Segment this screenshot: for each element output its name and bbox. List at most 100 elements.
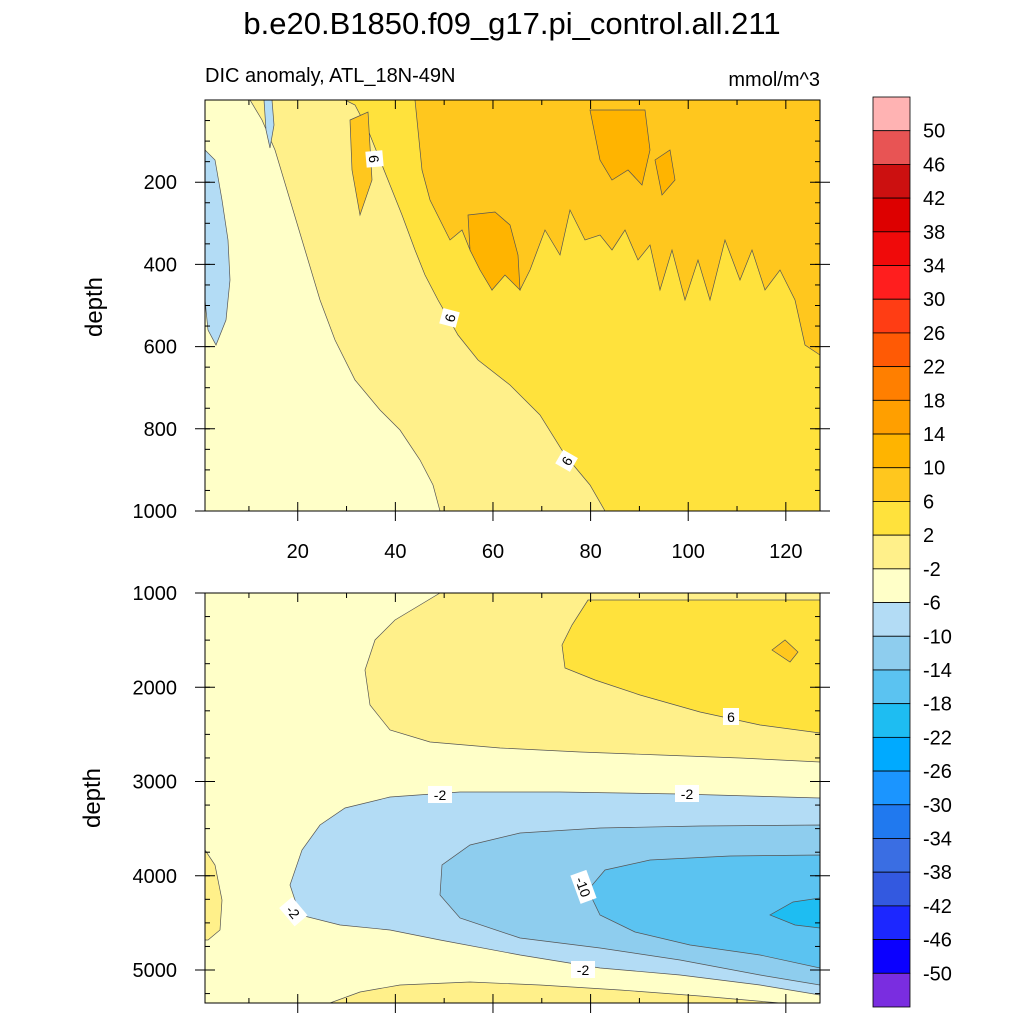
colorbar-swatch [872,838,911,873]
lower-panel-contours [205,593,820,1003]
colorbar-label: 26 [923,323,945,345]
lower-band-6-10 [561,599,820,734]
colorbar-swatch [872,736,911,772]
colorbar-swatch [872,703,911,738]
contour-labels: 6 6 6 6 -2 -2 -10 -2 [279,150,739,978]
colorbar-label: 46 [923,154,945,176]
colorbar-label: 14 [923,424,945,446]
contour-label-lower-1: 6 [727,709,735,725]
colorbar-label: 2 [923,525,934,547]
lower-band-6-10-blob [771,639,799,663]
ytick-label: 4000 [133,866,178,888]
lower-plot-frame [204,592,821,1004]
colorbar-swatch [872,905,911,940]
colorbar-label: -38 [923,862,952,884]
xtick-label: 120 [769,541,802,563]
upper-band-10-14 [414,100,820,356]
colorbar-label: 50 [923,121,945,143]
xtick-label: 100 [672,541,705,563]
lower-band-neg10-neg14 [587,854,820,969]
upper-ylabel: depth [81,277,108,337]
ytick-label: 5000 [133,960,178,982]
ytick-label: 600 [144,337,177,359]
upper-band-negative-b [263,100,275,149]
colorbar-label: 18 [923,390,945,412]
contour-label-lower-4: -10 [572,875,594,900]
colorbar-swatch [872,399,911,435]
colorbar-swatch [872,972,911,1008]
upper-band-14-18 [467,211,521,291]
lower-band-2-6-bottom [329,981,781,1003]
lower-band-neg14-neg18 [769,897,820,929]
lower-band-2-6-left [205,849,223,941]
ytick-label: 3000 [133,772,178,794]
colorbar-label: -2 [923,559,941,581]
colorbar-label: -30 [923,795,952,817]
colorbar-swatch [872,534,911,570]
colorbar-swatch [872,669,911,705]
units-label: mmol/m^3 [728,69,820,91]
upper-band-14-18-c [654,149,676,196]
colorbar-label: 6 [923,491,934,513]
colorbar-label: 38 [923,222,945,244]
contour-label-upper-2: 6 [441,312,459,324]
upper-band-14-18-b [589,109,651,186]
colorbar-swatch [872,265,911,300]
colorbar-label: 34 [923,256,945,278]
chart-title: b.e20.B1850.f09_g17.pi_control.all.211 [243,6,781,41]
ytick-label: 2000 [133,677,178,699]
xtick-label: 80 [579,541,601,563]
colorbar-swatch [872,602,911,637]
ytick-label: 1000 [133,583,178,605]
colorbar-label: 22 [923,357,945,379]
xtick-label: 20 [287,541,309,563]
colorbar-swatch [872,164,911,199]
colorbar-label: -34 [923,828,952,850]
contour-label-lower-3: -2 [681,786,694,802]
colorbar-swatch [872,804,911,839]
colorbar-swatch [872,635,911,671]
colorbar-label: -46 [923,930,952,952]
colorbar-swatch [872,298,911,334]
contour-label-upper-1: 6 [366,154,383,163]
colorbar-label: -42 [923,896,952,918]
colorbar-label: -26 [923,761,952,783]
colorbar-label: -14 [923,660,952,682]
colorbar-label: 10 [923,458,945,480]
colorbar-label: -18 [923,694,952,716]
upper-panel-contours [205,100,820,511]
colorbar-swatch [872,568,911,603]
upper-band-10-14-blob [349,111,373,217]
colorbar-swatch [872,332,911,368]
colorbar-swatch [872,871,911,907]
colorbar-swatch [872,501,911,536]
colorbar-swatch [872,231,911,266]
colorbar-label: -22 [923,727,952,749]
colorbar-swatch [872,96,911,132]
xtick-label: 40 [384,541,406,563]
ytick-label: 400 [144,254,177,276]
colorbar-swatch [872,130,911,165]
axes-group: 20 40 60 80 100 120 200 400 600 800 1000 1000 2000 30… [133,99,830,1013]
colorbar-swatch [872,197,911,233]
contour-label-lower-2: -2 [434,787,447,803]
colorbar: 50 46 42 38 34 30 26 22 18 14 10 6 2 -2 -6 -10 -14 -18 -22… [872,96,952,1008]
ytick-label: 1000 [133,501,178,523]
colorbar-swatch [872,366,911,401]
colorbar-label: 42 [923,188,945,210]
colorbar-label: 30 [923,289,945,311]
ytick-label: 200 [144,172,177,194]
ytick-label: 800 [144,419,177,441]
colorbar-label: -10 [923,626,952,648]
xtick-label: 60 [482,541,504,563]
colorbar-swatch [872,433,911,469]
upper-band-negative [205,149,231,346]
colorbar-label: -6 [923,593,941,615]
contour-label-lower-6: -2 [577,962,590,978]
colorbar-label: -50 [923,963,952,985]
chart-subtitle: DIC anomaly, ATL_18N-49N [205,65,455,87]
colorbar-swatch [872,939,911,974]
lower-ylabel: depth [79,768,106,828]
colorbar-swatch [872,770,911,806]
